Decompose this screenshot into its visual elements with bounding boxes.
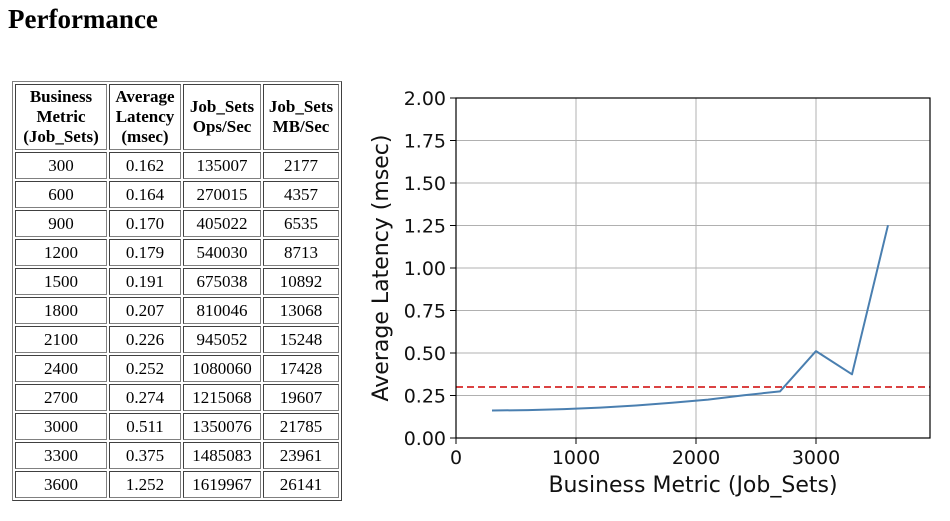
cell-ops-per-sec: 675038: [183, 268, 261, 295]
x-tick-label: 0: [450, 447, 462, 469]
cell-mb-per-sec: 2177: [263, 152, 339, 179]
cell-mb-per-sec: 4357: [263, 181, 339, 208]
cell-business-metric: 900: [15, 210, 107, 237]
cell-average-latency: 0.226: [109, 326, 181, 353]
y-tick-label: 1.75: [404, 131, 446, 153]
cell-mb-per-sec: 15248: [263, 326, 339, 353]
table-row: 3600 1.252 1619967 26141: [15, 471, 339, 498]
header-text: Job_Sets: [268, 97, 334, 116]
cell-business-metric: 3600: [15, 471, 107, 498]
cell-ops-per-sec: 1619967: [183, 471, 261, 498]
cell-ops-per-sec: 1485083: [183, 442, 261, 469]
cell-ops-per-sec: 1350076: [183, 413, 261, 440]
header-average-latency: Average Latency (msec): [109, 84, 181, 150]
header-text: Latency: [115, 107, 175, 126]
y-tick-label: 1.25: [404, 216, 446, 238]
cell-average-latency: 0.170: [109, 210, 181, 237]
header-business-metric: Business Metric (Job_Sets): [15, 84, 107, 150]
y-tick-label: 0.00: [404, 428, 446, 450]
y-axis-label: Average Latency (msec): [369, 135, 394, 402]
x-tick-label: 1000: [552, 447, 600, 469]
table-row: 1200 0.179 540030 8713: [15, 239, 339, 266]
series-group: [491, 224, 889, 412]
cell-mb-per-sec: 17428: [263, 355, 339, 382]
cell-business-metric: 2700: [15, 384, 107, 411]
cell-ops-per-sec: 135007: [183, 152, 261, 179]
header-text: Business: [29, 87, 93, 106]
table-row: 1800 0.207 810046 13068: [15, 297, 339, 324]
cell-average-latency: 0.191: [109, 268, 181, 295]
x-axis-label: Business Metric (Job_Sets): [548, 473, 837, 498]
cell-ops-per-sec: 540030: [183, 239, 261, 266]
latency-line-chart: 0 1000 2000 3000 0.00 0.25 0.50 0.75 1.00 1.25 1.5…: [369, 88, 931, 498]
table-row: 2100 0.226 945052 15248: [15, 326, 339, 353]
performance-table: Business Metric (Job_Sets) Average Laten…: [12, 81, 342, 501]
header-text: (Job_Sets): [23, 127, 99, 146]
cell-average-latency: 0.162: [109, 152, 181, 179]
y-tick-label: 2.00: [404, 88, 446, 110]
cell-business-metric: 1200: [15, 239, 107, 266]
cell-ops-per-sec: 270015: [183, 181, 261, 208]
cell-average-latency: 0.375: [109, 442, 181, 469]
y-tick-label: 0.75: [404, 301, 446, 323]
header-text: MB/Sec: [272, 117, 330, 136]
cell-ops-per-sec: 405022: [183, 210, 261, 237]
cell-business-metric: 2400: [15, 355, 107, 382]
cell-average-latency: 0.164: [109, 181, 181, 208]
y-tick-label: 1.00: [404, 258, 446, 280]
cell-mb-per-sec: 19607: [263, 384, 339, 411]
cell-ops-per-sec: 810046: [183, 297, 261, 324]
cell-mb-per-sec: 23961: [263, 442, 339, 469]
cell-mb-per-sec: 8713: [263, 239, 339, 266]
table-row: 300 0.162 135007 2177: [15, 152, 339, 179]
y-tick-label: 1.50: [404, 173, 446, 195]
latency-series-line: [491, 224, 889, 412]
cell-business-metric: 600: [15, 181, 107, 208]
cell-average-latency: 0.511: [109, 413, 181, 440]
header-mb-per-sec: Job_Sets MB/Sec: [263, 84, 339, 150]
cell-ops-per-sec: 945052: [183, 326, 261, 353]
header-ops-per-sec: Job_Sets Ops/Sec: [183, 84, 261, 150]
y-tick-label: 0.50: [404, 343, 446, 365]
header-text: Job_Sets: [189, 97, 255, 116]
cell-average-latency: 0.274: [109, 384, 181, 411]
x-tick-label: 3000: [792, 447, 840, 469]
table-row: 1500 0.191 675038 10892: [15, 268, 339, 295]
cell-business-metric: 300: [15, 152, 107, 179]
header-text: Average: [115, 87, 175, 106]
cell-mb-per-sec: 6535: [263, 210, 339, 237]
performance-table-container: Business Metric (Job_Sets) Average Laten…: [12, 81, 342, 501]
cell-mb-per-sec: 10892: [263, 268, 339, 295]
table-row: 3000 0.511 1350076 21785: [15, 413, 339, 440]
table-row: 2400 0.252 1080060 17428: [15, 355, 339, 382]
table-row: 600 0.164 270015 4357: [15, 181, 339, 208]
cell-average-latency: 0.207: [109, 297, 181, 324]
table-header-row: Business Metric (Job_Sets) Average Laten…: [15, 84, 339, 150]
cell-average-latency: 0.252: [109, 355, 181, 382]
header-text: Ops/Sec: [192, 117, 252, 136]
axis-ticks: 0 1000 2000 3000 0.00 0.25 0.50 0.75 1.00 1.25 1.5…: [404, 88, 840, 469]
table-row: 2700 0.274 1215068 19607: [15, 384, 339, 411]
cell-business-metric: 3300: [15, 442, 107, 469]
header-text: Metric: [36, 107, 86, 126]
cell-business-metric: 1500: [15, 268, 107, 295]
table-row: 3300 0.375 1485083 23961: [15, 442, 339, 469]
cell-average-latency: 1.252: [109, 471, 181, 498]
table-row: 900 0.170 405022 6535: [15, 210, 339, 237]
x-tick-label: 2000: [672, 447, 720, 469]
page-title: Performance: [8, 4, 158, 34]
cell-mb-per-sec: 21785: [263, 413, 339, 440]
cell-business-metric: 2100: [15, 326, 107, 353]
cell-average-latency: 0.179: [109, 239, 181, 266]
cell-ops-per-sec: 1215068: [183, 384, 261, 411]
y-tick-label: 0.25: [404, 386, 446, 408]
cell-mb-per-sec: 13068: [263, 297, 339, 324]
header-text: (msec): [121, 127, 169, 146]
cell-business-metric: 3000: [15, 413, 107, 440]
cell-mb-per-sec: 26141: [263, 471, 339, 498]
cell-ops-per-sec: 1080060: [183, 355, 261, 382]
cell-business-metric: 1800: [15, 297, 107, 324]
